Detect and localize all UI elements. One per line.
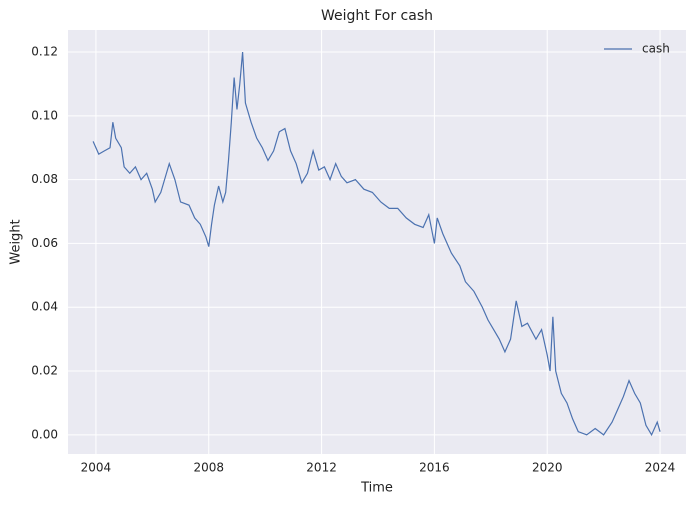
x-axis-label: Time — [360, 481, 393, 496]
x-tick-label: 2024 — [645, 461, 676, 475]
y-tick-label: 0.02 — [31, 364, 58, 378]
x-tick-label: 2008 — [193, 461, 224, 475]
y-tick-label: 0.06 — [31, 236, 58, 250]
y-tick-label: 0.04 — [31, 300, 58, 314]
plot-area — [68, 30, 686, 454]
line-series — [92, 51, 661, 437]
x-tick-label: 2012 — [306, 461, 337, 475]
chart-title: Weight For cash — [321, 8, 433, 24]
y-tick-label: 0.10 — [31, 108, 58, 122]
legend-label: cash — [642, 42, 670, 56]
y-tick-label: 0.00 — [31, 427, 58, 441]
y-tick-label: 0.08 — [31, 172, 58, 186]
y-tick-label: 0.12 — [31, 45, 58, 59]
x-tick-label: 2004 — [81, 461, 112, 475]
x-tick-label: 2020 — [532, 461, 563, 475]
x-tick-label: 2016 — [419, 461, 450, 475]
y-axis-label: Weight — [9, 219, 24, 264]
